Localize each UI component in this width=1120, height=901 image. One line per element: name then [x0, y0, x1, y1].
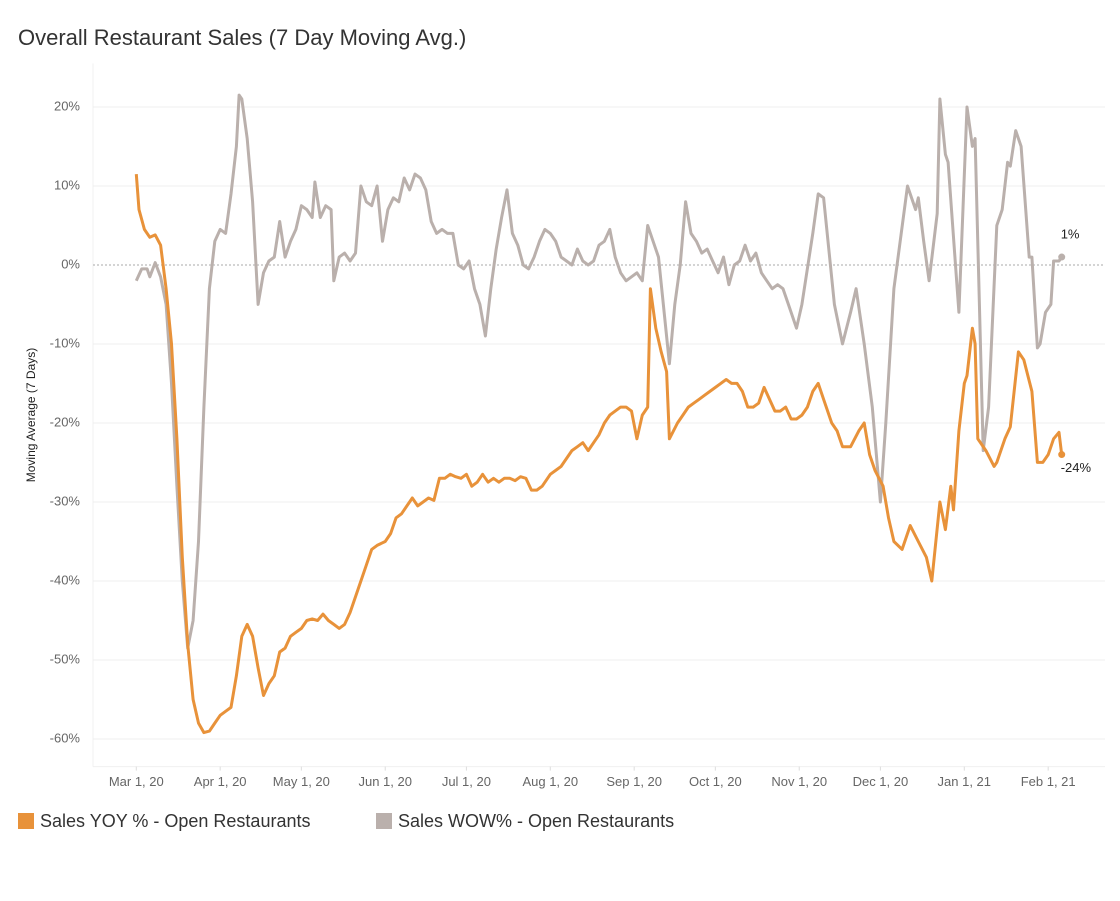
x-tick-label: Aug 1, 20	[522, 774, 578, 789]
end-label: -24%	[1061, 460, 1092, 475]
legend-swatch	[18, 813, 34, 829]
legend-swatch	[376, 813, 392, 829]
y-tick-label: 20%	[54, 98, 80, 113]
x-tick-label: Jul 1, 20	[442, 774, 491, 789]
x-tick-label: Mar 1, 20	[109, 774, 164, 789]
end-label: 1%	[1061, 226, 1080, 241]
end-point	[1058, 253, 1066, 261]
series-line	[134, 93, 1063, 650]
x-tick-label: Nov 1, 20	[771, 774, 827, 789]
legend-label: Sales YOY % - Open Restaurants	[40, 811, 310, 831]
y-tick-label: -60%	[50, 730, 81, 745]
x-tick-label: Dec 1, 20	[853, 774, 909, 789]
x-tick-label: Feb 1, 21	[1021, 774, 1076, 789]
series-line	[134, 173, 1064, 735]
x-tick-label: Sep 1, 20	[606, 774, 662, 789]
y-axis-label: Moving Average (7 Days)	[24, 348, 38, 483]
y-tick-label: -30%	[50, 493, 81, 508]
y-tick-label: -50%	[50, 651, 81, 666]
y-tick-label: -10%	[50, 335, 81, 350]
chart-title: Overall Restaurant Sales (7 Day Moving A…	[18, 25, 466, 50]
x-tick-label: Apr 1, 20	[194, 774, 247, 789]
x-tick-label: Oct 1, 20	[689, 774, 742, 789]
end-point	[1058, 451, 1066, 459]
y-tick-label: 10%	[54, 177, 80, 192]
legend-label: Sales WOW% - Open Restaurants	[398, 811, 674, 831]
x-tick-label: Jun 1, 20	[358, 774, 412, 789]
y-tick-label: -20%	[50, 414, 81, 429]
x-tick-label: May 1, 20	[273, 774, 330, 789]
y-tick-label: 0%	[61, 256, 80, 271]
x-tick-label: Jan 1, 21	[938, 774, 992, 789]
y-tick-label: -40%	[50, 572, 81, 587]
